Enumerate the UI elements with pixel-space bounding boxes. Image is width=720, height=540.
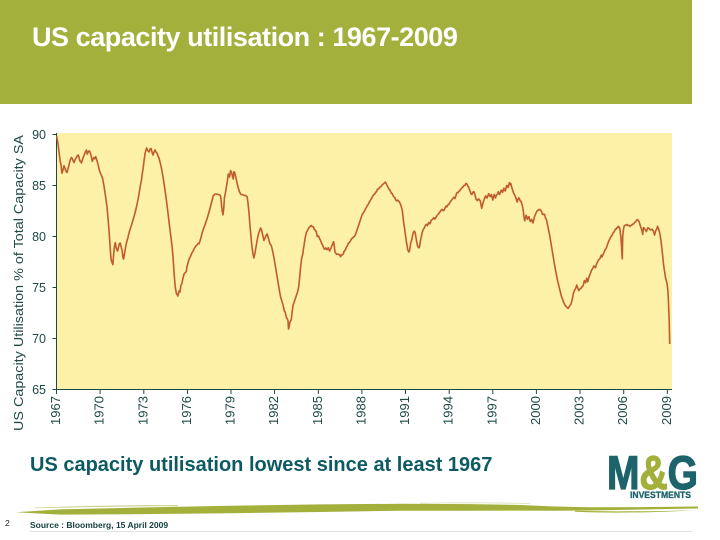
svg-text:2003: 2003 [572, 396, 587, 425]
svg-text:65: 65 [32, 383, 46, 397]
svg-text:85: 85 [32, 179, 46, 193]
svg-text:80: 80 [32, 230, 46, 244]
svg-text:1994: 1994 [441, 396, 456, 425]
svg-text:1997: 1997 [484, 396, 499, 425]
svg-text:US Capacity Utilisation % of T: US Capacity Utilisation % of Total Capac… [11, 135, 26, 431]
svg-text:2006: 2006 [615, 396, 630, 425]
svg-text:1988: 1988 [353, 396, 368, 425]
svg-text:1991: 1991 [397, 396, 412, 425]
svg-text:1979: 1979 [223, 396, 238, 425]
svg-text:1970: 1970 [92, 396, 107, 425]
svg-text:1973: 1973 [135, 396, 150, 425]
svg-text:2009: 2009 [659, 396, 674, 425]
svg-text:90: 90 [32, 128, 46, 142]
svg-text:1967: 1967 [48, 396, 63, 425]
svg-text:1976: 1976 [179, 396, 194, 425]
svg-text:INVESTMENTS: INVESTMENTS [630, 490, 691, 501]
svg-text:M&G: M&G [607, 448, 698, 499]
svg-text:2000: 2000 [528, 396, 543, 425]
svg-text:1985: 1985 [310, 396, 325, 425]
svg-text:1982: 1982 [266, 396, 281, 425]
svg-text:70: 70 [32, 332, 46, 346]
svg-text:75: 75 [32, 281, 46, 295]
